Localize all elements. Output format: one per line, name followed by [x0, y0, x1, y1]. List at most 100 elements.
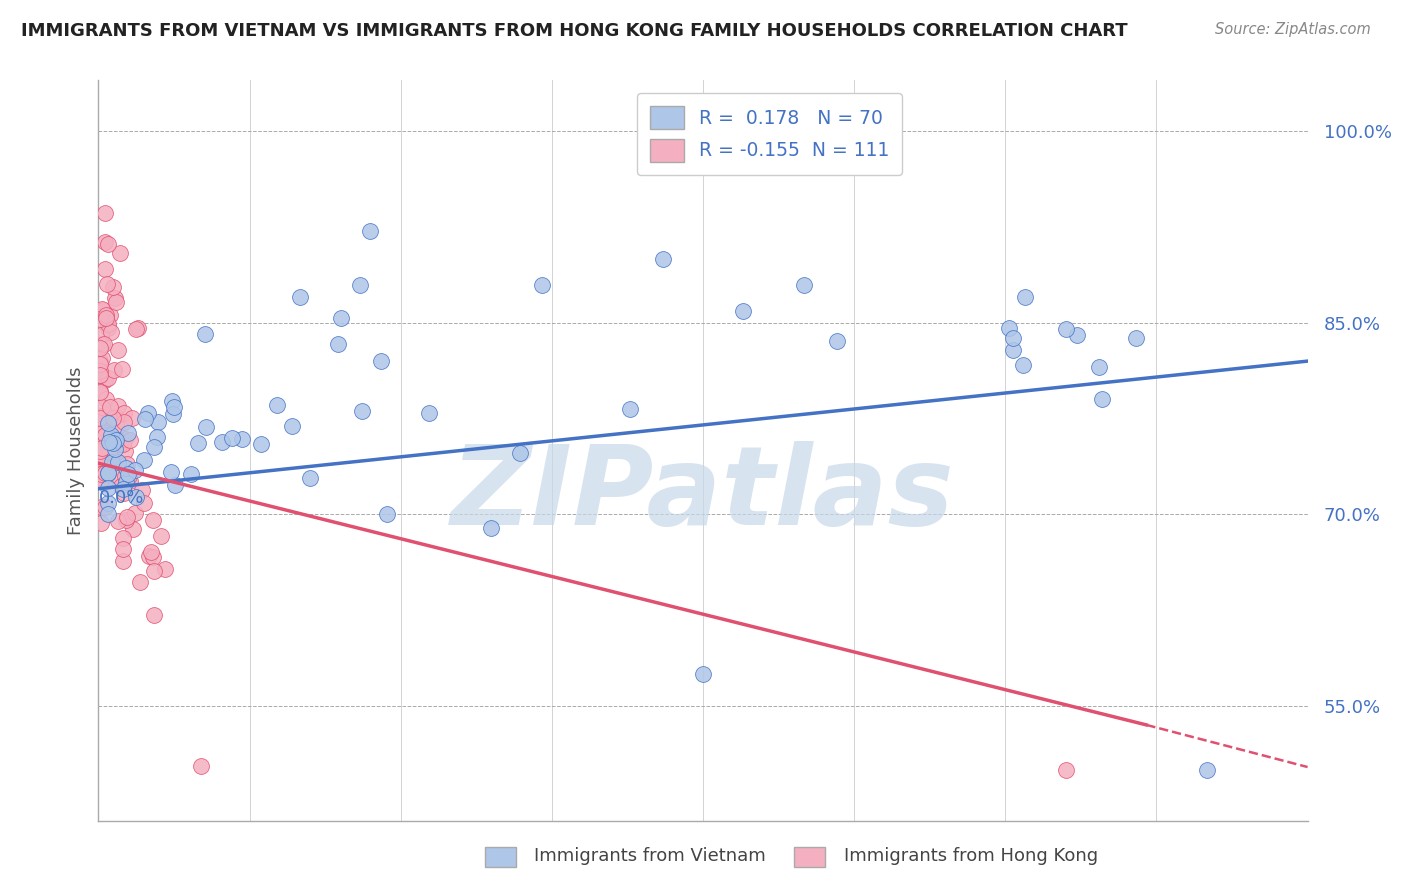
Point — [101, 279, 124, 293]
Point — [193, 326, 215, 341]
Point — [97, 434, 120, 449]
Point — [107, 514, 129, 528]
Point — [221, 431, 243, 445]
Point — [93, 337, 115, 351]
Point — [90, 473, 112, 487]
Point — [827, 334, 849, 348]
Point — [97, 433, 120, 447]
Point — [97, 317, 120, 331]
Point — [108, 437, 131, 451]
Point — [89, 384, 111, 399]
Point — [112, 415, 135, 429]
Point — [121, 411, 143, 425]
Point — [128, 575, 150, 590]
Point — [998, 320, 1021, 334]
Point — [145, 430, 167, 444]
Point — [91, 472, 114, 486]
Point — [163, 400, 186, 414]
Point — [89, 384, 111, 398]
Legend: R =  0.178   N = 70, R = -0.155  N = 111: R = 0.178 N = 70, R = -0.155 N = 111 — [637, 94, 903, 175]
Point — [97, 441, 120, 455]
Point — [1054, 763, 1077, 777]
Point — [231, 432, 253, 446]
Point — [91, 421, 114, 435]
Point — [326, 336, 349, 351]
Point — [91, 337, 114, 351]
Point — [211, 434, 233, 449]
Text: Immigrants from Vietnam: Immigrants from Vietnam — [534, 847, 766, 865]
Point — [136, 407, 159, 421]
Point — [94, 475, 117, 489]
Point — [375, 507, 398, 521]
Point — [97, 467, 120, 481]
Point — [96, 310, 118, 325]
Point — [94, 449, 117, 463]
Point — [89, 364, 111, 378]
Point — [1195, 763, 1218, 777]
Point — [118, 474, 141, 488]
Point — [1087, 360, 1109, 375]
Point — [349, 277, 371, 292]
Point — [89, 444, 111, 458]
Point — [89, 341, 111, 355]
Point — [190, 758, 212, 772]
Point — [153, 562, 176, 576]
Point — [94, 392, 117, 407]
Point — [97, 237, 120, 252]
Point — [1012, 358, 1035, 372]
Y-axis label: Family Households: Family Households — [66, 367, 84, 534]
Point — [98, 400, 121, 414]
Point — [97, 445, 120, 459]
Point — [111, 362, 134, 376]
Point — [118, 433, 141, 447]
Point — [91, 401, 114, 415]
Point — [619, 402, 641, 417]
Point — [692, 666, 714, 681]
Point — [1125, 330, 1147, 344]
Point — [98, 444, 121, 458]
Point — [125, 322, 148, 336]
Point — [101, 411, 124, 425]
Point — [93, 451, 115, 466]
Point — [110, 479, 132, 493]
Point — [124, 506, 146, 520]
Point — [96, 308, 118, 322]
Point — [90, 516, 112, 530]
Point — [112, 542, 135, 557]
Point — [163, 478, 186, 492]
Point — [112, 532, 135, 546]
Point — [142, 513, 165, 527]
Point — [138, 549, 160, 564]
Point — [90, 467, 112, 481]
Text: ZIPatlas: ZIPatlas — [451, 442, 955, 549]
Point — [249, 437, 271, 451]
Point — [350, 404, 373, 418]
Point — [104, 433, 127, 447]
Point — [89, 312, 111, 326]
Point — [91, 456, 114, 470]
Point — [651, 252, 673, 266]
Point — [90, 328, 112, 343]
Point — [97, 496, 120, 510]
Point — [370, 354, 392, 368]
Point — [149, 529, 172, 543]
Point — [97, 481, 120, 495]
Point — [117, 425, 139, 440]
Point — [90, 409, 112, 423]
Point — [134, 496, 156, 510]
Point — [111, 482, 134, 496]
Point — [143, 564, 166, 578]
Text: 0.0%: 0.0% — [98, 489, 143, 507]
Point — [125, 490, 148, 504]
Point — [148, 415, 170, 429]
Point — [97, 507, 120, 521]
Point — [127, 321, 149, 335]
Point — [162, 407, 184, 421]
Point — [122, 522, 145, 536]
Point — [94, 467, 117, 481]
Point — [107, 455, 129, 469]
Point — [418, 406, 440, 420]
Point — [509, 446, 531, 460]
Point — [1091, 392, 1114, 407]
Point — [1014, 290, 1036, 304]
